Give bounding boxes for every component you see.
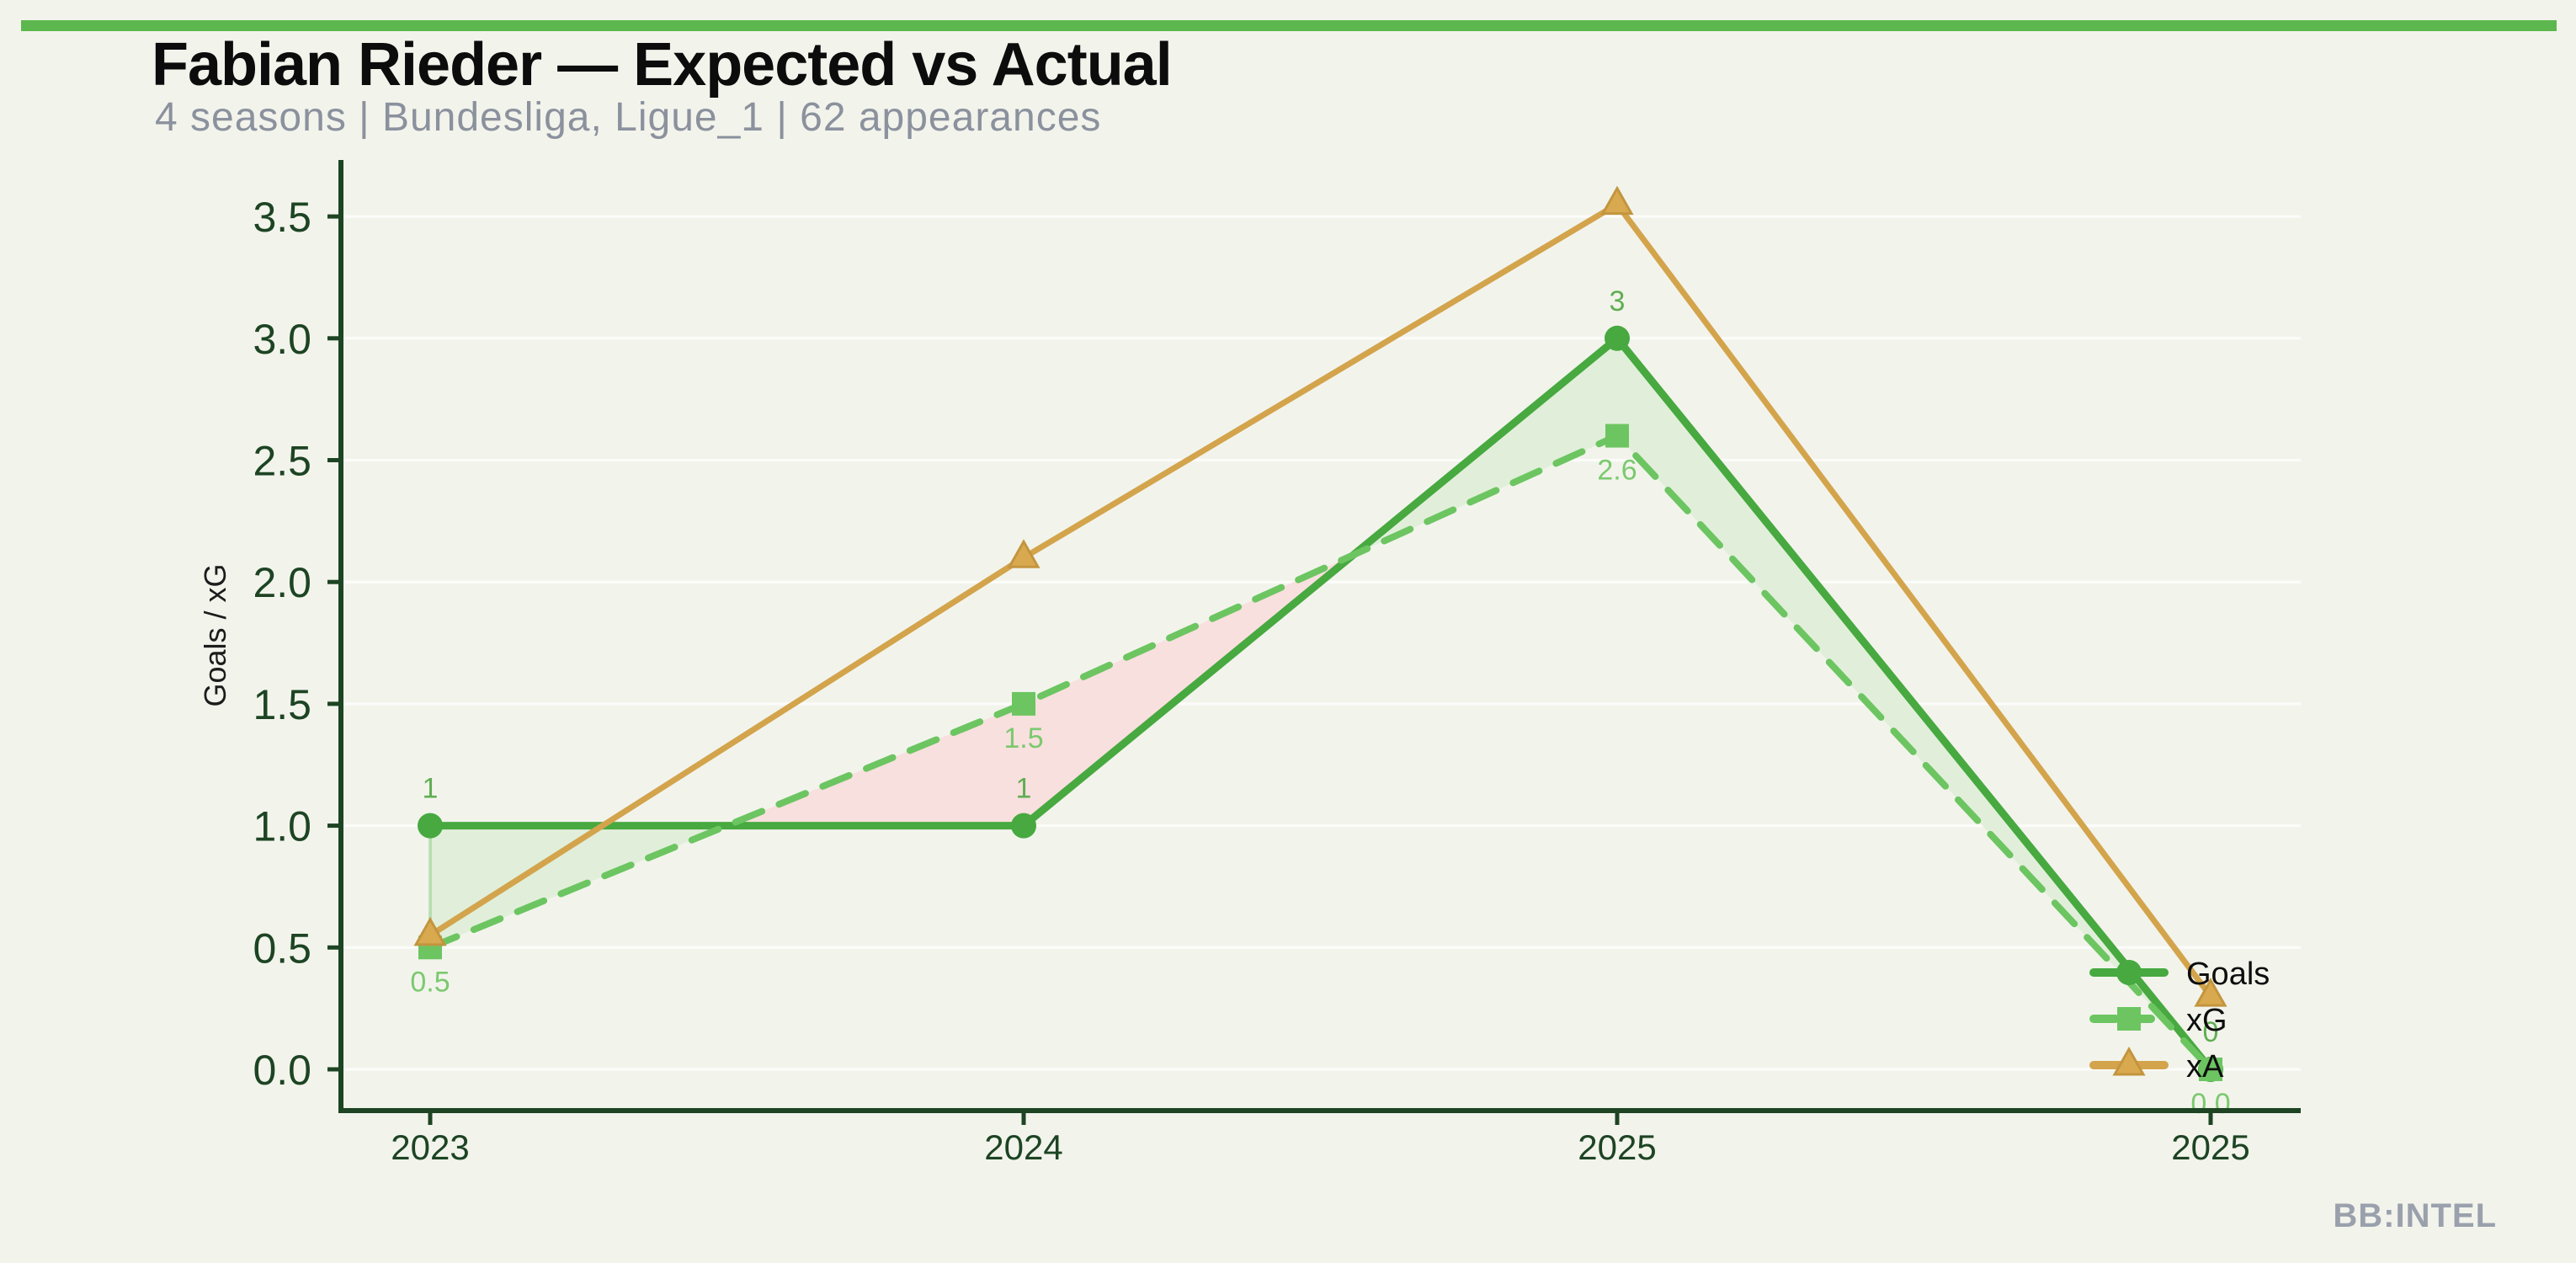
xa-marker bbox=[2194, 978, 2227, 1007]
x-tick-label: 2024 bbox=[984, 1127, 1062, 1167]
xa-marker bbox=[413, 916, 447, 946]
xg-line bbox=[427, 432, 2214, 1073]
goals-marker bbox=[418, 813, 443, 839]
goals-point-label: 1 bbox=[1016, 773, 1032, 805]
watermark: BB:INTEL bbox=[2333, 1197, 2497, 1234]
xa-marker bbox=[1007, 539, 1041, 568]
legend-item: xA bbox=[2089, 1046, 2224, 1084]
page-subtitle: 4 seasons | Bundesliga, Ligue_1 | 62 app… bbox=[155, 95, 1102, 140]
axes-spines bbox=[338, 160, 2301, 1113]
y-tick-label: 0.0 bbox=[253, 1047, 311, 1094]
goals-point-label: 1 bbox=[423, 773, 439, 805]
y-tick-label: 1.0 bbox=[253, 803, 311, 850]
xg-marker bbox=[1605, 424, 1629, 448]
goals-line bbox=[426, 334, 2215, 1074]
y-tick-label: 3.5 bbox=[253, 194, 311, 241]
y-tick-label: 2.0 bbox=[253, 559, 311, 606]
legend-item: xG bbox=[2089, 1003, 2227, 1038]
goals-point-label: 0 bbox=[2203, 1016, 2219, 1048]
y-tick-label: 1.5 bbox=[253, 681, 311, 728]
x-tick-label: 2025 bbox=[1578, 1127, 1656, 1167]
xg-marker bbox=[2199, 1058, 2222, 1081]
x-tick-label: 2023 bbox=[391, 1127, 469, 1167]
goals-marker bbox=[1011, 813, 1036, 839]
xg-point-label: 1.5 bbox=[1003, 722, 1043, 754]
y-axis-title: Goals / xG bbox=[198, 563, 232, 706]
accent-bar bbox=[21, 20, 2557, 31]
y-tick-label: 2.5 bbox=[253, 438, 311, 485]
legend-marker bbox=[2112, 1046, 2146, 1076]
xa-marker bbox=[1600, 185, 1634, 216]
legend-marker bbox=[2116, 960, 2142, 985]
xg-point-label: 2.6 bbox=[1597, 455, 1637, 487]
goals-series bbox=[418, 325, 2223, 1082]
xg-marker bbox=[1012, 691, 1035, 716]
goals-marker bbox=[1605, 325, 1630, 351]
x-tick-label: 2025 bbox=[2171, 1127, 2249, 1167]
page-title: Fabian Rieder — Expected vs Actual bbox=[152, 31, 1173, 99]
xg-point-label: 0.5 bbox=[410, 966, 450, 998]
legend-item: Goals bbox=[2089, 957, 2270, 992]
legend-label: xA bbox=[2186, 1049, 2224, 1084]
goals-point-label: 3 bbox=[1610, 285, 1626, 317]
legend-label: xG bbox=[2186, 1003, 2227, 1038]
y-tick-label: 3.0 bbox=[253, 316, 311, 363]
y-tick-label: 0.5 bbox=[253, 925, 311, 972]
legend-label: Goals bbox=[2186, 957, 2270, 992]
xa-series bbox=[413, 185, 2227, 1007]
xa-line bbox=[427, 201, 2214, 999]
legend-marker bbox=[2117, 1007, 2141, 1031]
